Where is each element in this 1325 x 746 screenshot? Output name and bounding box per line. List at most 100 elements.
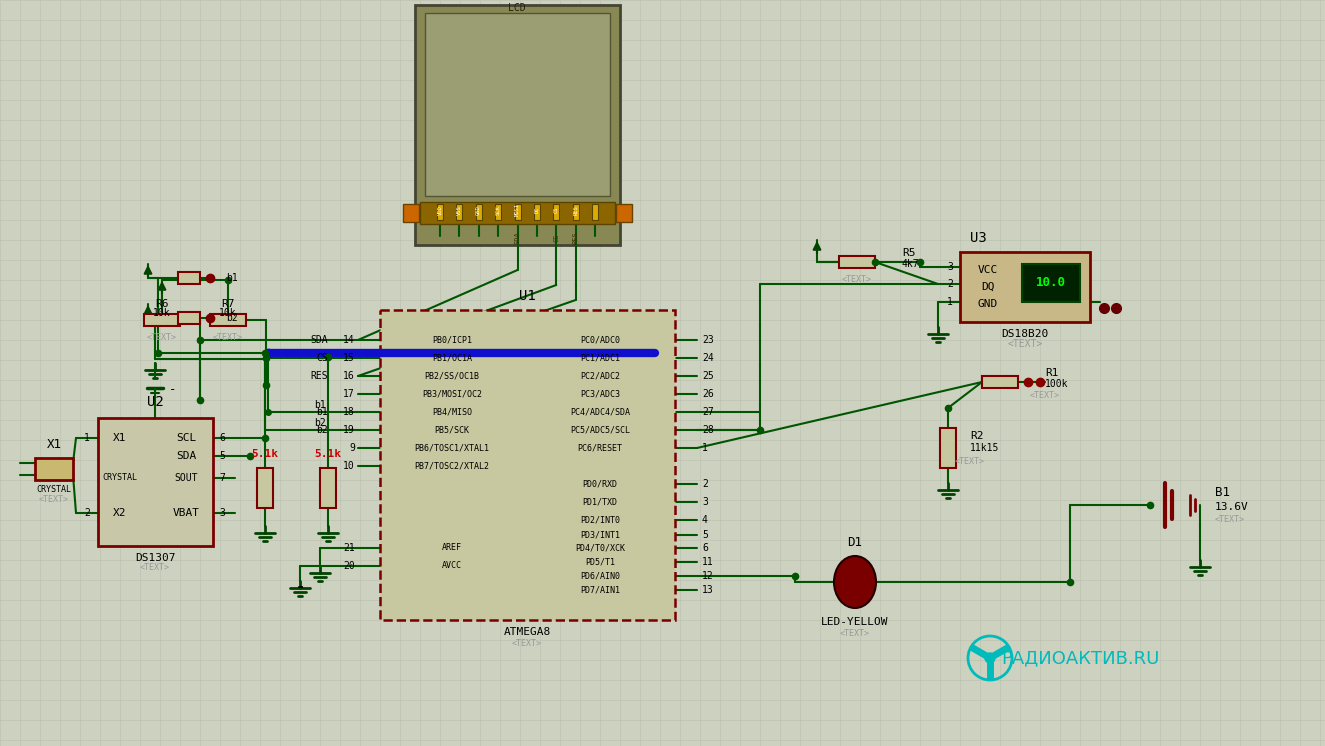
Text: MOSI: MOSI [515, 204, 519, 216]
Text: R1: R1 [1045, 368, 1059, 378]
Text: b1: b1 [317, 407, 329, 417]
Text: PD7/AIN1: PD7/AIN1 [580, 586, 620, 595]
Text: U1: U1 [518, 289, 535, 303]
Bar [456, 204, 462, 220]
Text: CS: CS [317, 353, 329, 363]
Bar [616, 204, 632, 222]
Text: -: - [295, 578, 305, 594]
Text: PB0/ICP1: PB0/ICP1 [432, 336, 472, 345]
Text: b2: b2 [227, 313, 237, 323]
Text: 15: 15 [343, 353, 355, 363]
Bar [178, 272, 200, 284]
Text: RES: RES [572, 231, 579, 245]
Text: 25: 25 [702, 371, 714, 381]
Text: PD4/T0/XCK: PD4/T0/XCK [575, 544, 625, 553]
Text: 5: 5 [219, 451, 225, 461]
Text: 12: 12 [702, 571, 714, 581]
Text: 100k: 100k [1045, 379, 1068, 389]
Text: DS1307: DS1307 [135, 553, 175, 563]
Text: PB4/MISO: PB4/MISO [432, 407, 472, 416]
Text: PC4/ADC4/SDA: PC4/ADC4/SDA [570, 407, 629, 416]
Text: РАДИОАКТИВ.RU: РАДИОАКТИВ.RU [1000, 649, 1159, 667]
Bar [209, 314, 246, 326]
Ellipse shape [833, 556, 876, 608]
Text: PC1/ADC1: PC1/ADC1 [580, 354, 620, 363]
Text: PC0/ADC0: PC0/ADC0 [580, 336, 620, 345]
Text: PD2/INT0: PD2/INT0 [580, 515, 620, 524]
Text: PB3/MOSI/OC2: PB3/MOSI/OC2 [421, 389, 482, 398]
Text: 26: 26 [702, 389, 714, 399]
Text: 2: 2 [947, 279, 953, 289]
Text: AVCC: AVCC [443, 562, 462, 571]
Text: <TEXT>: <TEXT> [147, 333, 178, 342]
Text: 2: 2 [702, 479, 708, 489]
Text: 28: 28 [702, 425, 714, 435]
Text: PC5/ADC5/SCL: PC5/ADC5/SCL [570, 425, 629, 434]
Text: 3: 3 [702, 497, 708, 507]
Bar [496, 204, 501, 220]
Text: 1: 1 [83, 433, 90, 443]
Bar [554, 204, 559, 220]
Text: PD0/RXD: PD0/RXD [583, 480, 617, 489]
Text: D1: D1 [848, 536, 863, 548]
Text: 4: 4 [702, 515, 708, 525]
Text: 10k: 10k [219, 308, 237, 318]
Text: 3: 3 [219, 508, 225, 518]
Bar [178, 312, 200, 324]
Text: SCL: SCL [176, 433, 196, 443]
Text: PC6/RESET: PC6/RESET [578, 444, 623, 453]
Bar [98, 418, 213, 546]
Text: 1: 1 [702, 443, 708, 453]
Text: SDA: SDA [176, 451, 196, 461]
Text: <TEXT>: <TEXT> [140, 563, 170, 572]
Text: 14: 14 [343, 335, 355, 345]
Text: 24: 24 [702, 353, 714, 363]
Text: 10: 10 [343, 461, 355, 471]
Bar [380, 310, 674, 620]
Text: 11k15: 11k15 [970, 443, 999, 453]
Text: PD1/TXD: PD1/TXD [583, 498, 617, 507]
Text: PD3/INT1: PD3/INT1 [580, 530, 620, 539]
Text: 20: 20 [343, 561, 355, 571]
Text: LCD: LCD [509, 3, 526, 13]
Text: b1: b1 [314, 400, 326, 410]
Bar [982, 376, 1018, 388]
Text: SDA: SDA [310, 335, 329, 345]
Text: 21: 21 [343, 543, 355, 553]
Text: SCK: SCK [496, 205, 501, 215]
Text: GND: GND [978, 299, 998, 309]
Circle shape [984, 653, 995, 663]
Bar [534, 204, 539, 220]
Text: VSS: VSS [457, 205, 462, 215]
Bar [1022, 264, 1080, 302]
Text: 19: 19 [343, 425, 355, 435]
Text: PB7/TOSC2/XTAL2: PB7/TOSC2/XTAL2 [415, 462, 489, 471]
Text: <TEXT>: <TEXT> [1215, 515, 1246, 524]
Text: b1: b1 [227, 273, 237, 283]
Text: PD6/AIN0: PD6/AIN0 [580, 571, 620, 580]
Text: X2: X2 [113, 508, 127, 518]
Bar [257, 468, 273, 508]
Text: X1: X1 [46, 437, 61, 451]
Bar [34, 458, 73, 480]
Text: PD5/T1: PD5/T1 [586, 557, 615, 566]
Text: <TEXT>: <TEXT> [38, 495, 69, 504]
Text: 10k: 10k [154, 308, 171, 318]
Bar [420, 202, 615, 224]
Bar [144, 314, 180, 326]
Text: <TEXT>: <TEXT> [213, 333, 242, 342]
Text: 11: 11 [702, 557, 714, 567]
Text: GND: GND [476, 205, 481, 215]
Bar [939, 428, 957, 468]
Text: 5.1k: 5.1k [252, 449, 278, 459]
Text: 13: 13 [702, 585, 714, 595]
Text: VBAT: VBAT [172, 508, 200, 518]
Text: RES: RES [574, 205, 578, 215]
Text: 2: 2 [83, 508, 90, 518]
Text: DQ: DQ [982, 282, 995, 292]
Bar [321, 468, 337, 508]
Text: CS: CS [554, 233, 559, 242]
Bar [437, 204, 443, 220]
Text: 6: 6 [219, 433, 225, 443]
Bar [839, 256, 874, 268]
